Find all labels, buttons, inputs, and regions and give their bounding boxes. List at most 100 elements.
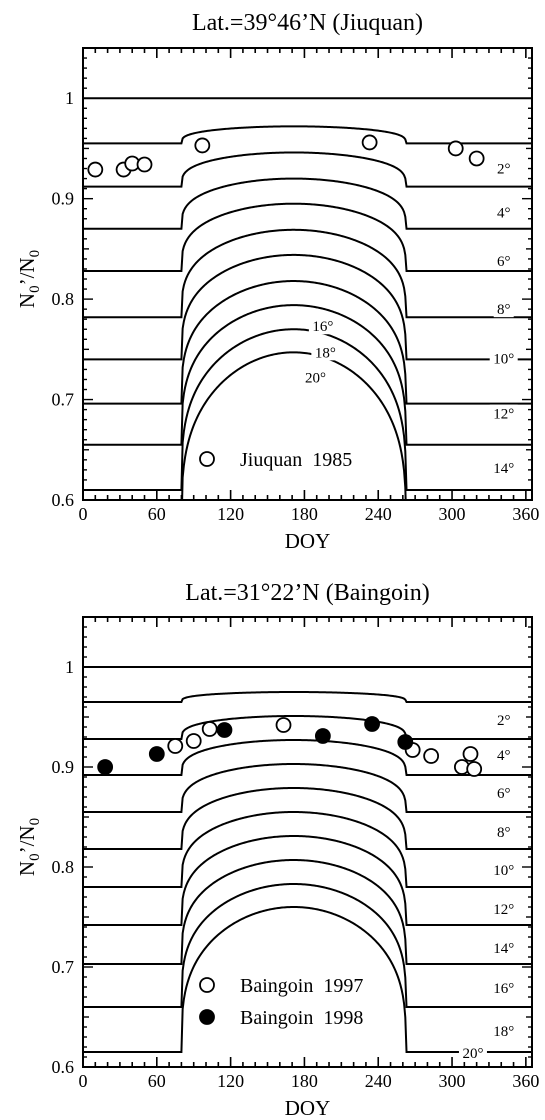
y-tick-label: 1	[65, 657, 74, 677]
legend-marker	[199, 977, 215, 993]
data-point	[314, 728, 331, 744]
y-axis-label-part: 0	[27, 818, 43, 826]
dip-curve-12	[83, 253, 532, 361]
dip-curve-6	[83, 739, 532, 776]
y-axis-label-part: 0	[27, 285, 43, 293]
curve-label-text: 10°	[493, 863, 514, 879]
curve-label-bg	[489, 349, 518, 367]
y-axis-label-part: 0	[27, 250, 43, 258]
curve-label-text: 20°	[462, 1046, 483, 1062]
data-point	[136, 156, 153, 173]
data-point	[194, 137, 211, 154]
x-tick-label: 300	[439, 1071, 466, 1091]
curve-label-bg	[458, 1044, 487, 1061]
x-tick-label: 240	[365, 504, 392, 524]
curve-label-bg	[489, 939, 518, 956]
curve-label-text: 2°	[497, 162, 511, 178]
curve-label-bg	[489, 458, 518, 476]
dip-curve-14	[83, 835, 532, 926]
curve-label: 8°	[493, 300, 514, 318]
dip-curve-8	[83, 202, 532, 272]
y-ticks	[83, 47, 532, 501]
curve-label-text: 12°	[493, 407, 514, 423]
curve-label-bg	[493, 300, 514, 318]
legend-label: Baingoin 1998	[240, 1007, 363, 1029]
curve-label-bg	[493, 711, 514, 728]
data-point	[216, 722, 233, 738]
data-point	[97, 759, 114, 775]
y-axis-label-part: ’/N	[15, 257, 39, 285]
dip-curve-20	[181, 351, 407, 500]
y-axis-label: N0’/N0	[15, 250, 43, 308]
curve-label-text: 4°	[497, 748, 511, 764]
curve-label: 14°	[489, 458, 518, 477]
y-tick-label: 0.8	[52, 289, 75, 309]
data-point	[364, 716, 380, 732]
y-tick-label: 0.7	[52, 390, 75, 410]
data-point	[397, 734, 414, 750]
curve-label-bg	[301, 368, 330, 386]
curve-label: 2°	[493, 711, 514, 729]
data-point	[466, 761, 483, 777]
x-tick-label: 300	[439, 504, 466, 524]
x-ticks	[82, 48, 527, 500]
curve-label-bg	[489, 404, 518, 422]
curve-label-bg	[493, 159, 514, 177]
curve-label-bg	[311, 343, 340, 361]
curve-label-bg	[308, 317, 337, 335]
plot-frame	[82, 47, 533, 501]
chart-title: Lat.=39°46’N (Jiuquan)	[192, 10, 423, 36]
y-axis-label-part: N	[15, 293, 39, 308]
data-point	[462, 746, 479, 762]
chart-title: Lat.=31°22’N (Baingoin)	[185, 580, 429, 606]
curve-label: 18°	[311, 343, 340, 361]
dip-curve-4	[83, 151, 532, 188]
curve-label-text: 18°	[493, 1024, 514, 1040]
y-tick-label: 1	[65, 88, 74, 108]
curve-label-text: 14°	[493, 941, 514, 957]
x-tick-label: 180	[291, 1071, 318, 1091]
y-axis-label-part: N	[15, 861, 39, 876]
dip-curve-14	[83, 280, 532, 405]
curve-label: 20°	[301, 368, 330, 386]
curve-label-text: 4°	[497, 206, 511, 222]
curve-label-text: 8°	[497, 302, 511, 318]
chart-panel-1: Lat.=39°46’N (Jiuquan) 0 60 120 180 240 300 360…	[15, 10, 539, 553]
y-tick-label: 0.6	[52, 490, 75, 510]
x-axis-label: DOY	[285, 529, 331, 553]
curve-label: 12°	[489, 404, 518, 423]
x-tick-label: 180	[291, 504, 318, 524]
curve-label-text: 2°	[497, 713, 511, 729]
legend-marker	[199, 1009, 215, 1025]
curve-label: 6°	[493, 784, 514, 802]
y-tick-label: 0.8	[52, 857, 75, 877]
series-1	[167, 717, 483, 777]
x-tick-label: 0	[79, 1071, 88, 1091]
curve-label: 16°	[489, 979, 518, 997]
curve-label: 16°	[308, 317, 337, 335]
dip-curve-16	[83, 859, 532, 965]
curve-label-bg	[493, 784, 514, 801]
x-tick-label: 0	[79, 504, 88, 524]
dip-curve-2	[83, 125, 532, 145]
curve-label-bg	[493, 251, 514, 269]
curve-label-text: 16°	[493, 981, 514, 997]
legend-marker	[199, 451, 215, 467]
chart-panel-2: Lat.=31°22’N (Baingoin) 0 60 120 180 240 300 36…	[15, 580, 539, 1120]
data-point	[185, 733, 202, 749]
curve-label: 4°	[493, 203, 514, 222]
data-point	[167, 738, 184, 754]
curve-label-text: 14°	[493, 461, 514, 477]
curve-label-bg	[493, 203, 514, 221]
dip-curve-20	[83, 906, 532, 1053]
x-tick-label: 60	[148, 1071, 166, 1091]
curve-label-bg	[489, 979, 518, 996]
y-axis-label: N0’/N0	[15, 818, 43, 876]
dip-curve-10	[83, 228, 532, 319]
legend-label: Jiuquan 1985	[240, 449, 352, 471]
data-point	[87, 161, 104, 178]
data-point	[361, 134, 378, 151]
curve-label: 10°	[489, 349, 518, 367]
curve-label: 6°	[493, 251, 514, 270]
